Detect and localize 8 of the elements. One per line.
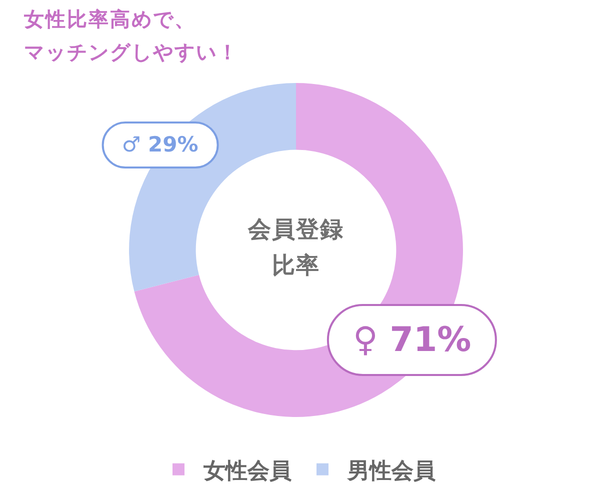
chart-title: 女性比率高めで、マッチングしやすい！ — [24, 6, 240, 66]
data-label: ♀ 71% — [353, 320, 472, 360]
legend-label: 男性会員 — [346, 458, 436, 484]
data-label: ♂ 29% — [122, 132, 198, 156]
text: 会員登録比率 — [246, 216, 345, 281]
rounded-frame: ♀ 71% — [327, 304, 498, 376]
legend-label: 女性会員 — [202, 458, 292, 484]
rounded-frame: ♂ 29% — [102, 121, 218, 168]
